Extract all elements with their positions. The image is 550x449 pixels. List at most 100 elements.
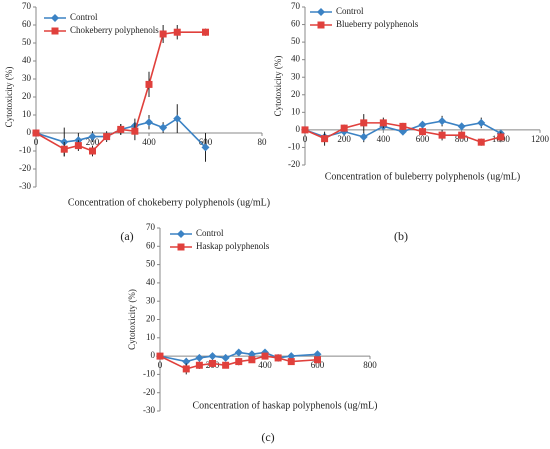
marker xyxy=(209,359,216,367)
x-tick-label: 200 xyxy=(337,134,351,144)
marker xyxy=(418,120,427,129)
marker xyxy=(360,119,368,127)
marker xyxy=(159,123,168,132)
marker xyxy=(438,131,446,139)
marker xyxy=(301,126,309,134)
y-tick-label: 10 xyxy=(146,332,156,342)
marker xyxy=(145,118,153,127)
y-tick-label: 50 xyxy=(146,259,156,269)
marker xyxy=(51,27,59,35)
x-axis-title: Concentration of haskap polyphenols (ug/… xyxy=(193,400,378,411)
marker xyxy=(340,124,348,132)
y-tick-label: 0 xyxy=(151,350,156,360)
x-tick-label: 800 xyxy=(455,134,469,144)
legend-label: Blueberry polyphenols xyxy=(336,19,419,29)
y-tick-label: -10 xyxy=(143,368,155,378)
marker xyxy=(177,230,185,238)
marker xyxy=(399,122,407,130)
y-tick-label: -20 xyxy=(19,163,31,173)
y-tick-label: 50 xyxy=(291,36,301,46)
marker xyxy=(438,117,447,126)
x-axis-title: Concentration of buleberry polyphenols (… xyxy=(325,171,521,182)
marker xyxy=(477,118,486,127)
marker xyxy=(359,132,368,141)
marker xyxy=(457,122,466,131)
y-tick-label: 30 xyxy=(291,71,301,81)
x-tick-label: 0 xyxy=(303,134,308,144)
x-tick-label: 400 xyxy=(258,360,272,370)
legend-label: Haskap polyphenols xyxy=(196,241,270,251)
marker xyxy=(477,138,485,146)
marker xyxy=(398,127,407,136)
legend-label: Control xyxy=(196,228,224,238)
marker xyxy=(182,365,190,373)
x-tick-label: 0 xyxy=(158,360,163,370)
y-tick-label: 40 xyxy=(146,277,156,287)
y-tick-label: 60 xyxy=(146,240,156,250)
x-tick-label: 200 xyxy=(86,137,100,147)
legend-label: Chokeberry polyphenols xyxy=(70,25,159,35)
y-axis-title: Cytotoxicity (%) xyxy=(273,56,283,117)
y-tick-label: 70 xyxy=(146,222,156,232)
x-tick-label: 600 xyxy=(416,134,430,144)
marker xyxy=(248,356,256,364)
marker xyxy=(173,114,182,123)
panel-label: (a) xyxy=(120,229,133,243)
marker xyxy=(497,133,505,141)
legend-label: Control xyxy=(70,12,98,22)
y-tick-label: 10 xyxy=(22,109,32,119)
marker xyxy=(51,14,59,22)
marker xyxy=(317,8,325,16)
marker xyxy=(131,127,139,135)
marker xyxy=(32,129,40,137)
x-tick-label: 400 xyxy=(142,137,156,147)
legend-label: Control xyxy=(336,6,364,16)
y-tick-label: -10 xyxy=(288,142,300,152)
marker xyxy=(234,348,243,357)
marker xyxy=(89,147,96,155)
y-tick-label: -30 xyxy=(143,405,155,415)
y-tick-label: 30 xyxy=(146,295,156,305)
y-tick-label: 20 xyxy=(146,314,156,324)
marker xyxy=(274,354,282,362)
y-tick-label: 0 xyxy=(27,127,32,137)
y-tick-label: 50 xyxy=(22,37,32,47)
y-tick-label: 20 xyxy=(22,91,32,101)
y-tick-label: 60 xyxy=(291,19,301,29)
y-tick-label: 0 xyxy=(296,124,301,134)
marker xyxy=(117,125,125,133)
marker xyxy=(156,352,164,360)
y-tick-label: 20 xyxy=(291,89,301,99)
marker xyxy=(88,132,97,141)
marker xyxy=(201,143,210,152)
y-axis-title: Cytotoxicity (%) xyxy=(4,67,14,128)
marker xyxy=(195,361,203,369)
marker xyxy=(177,243,185,251)
x-tick-label: 80 xyxy=(258,137,268,147)
y-tick-label: -20 xyxy=(288,159,300,169)
y-tick-label: -20 xyxy=(143,387,155,397)
marker xyxy=(314,356,321,364)
marker xyxy=(221,353,230,362)
y-tick-label: 40 xyxy=(22,55,32,65)
x-axis-title: Concentration of chokeberry polyphenols … xyxy=(68,197,270,208)
marker xyxy=(287,358,295,366)
y-tick-label: 70 xyxy=(291,1,301,11)
panel-label: (b) xyxy=(394,229,408,243)
marker xyxy=(261,352,269,360)
marker xyxy=(458,131,466,139)
y-tick-label: -30 xyxy=(19,181,31,191)
x-tick-label: 400 xyxy=(377,134,391,144)
marker xyxy=(145,80,153,88)
marker xyxy=(202,28,209,36)
marker xyxy=(222,361,230,369)
y-tick-label: 10 xyxy=(291,106,301,116)
marker xyxy=(182,357,191,366)
marker xyxy=(60,145,68,153)
y-tick-label: 30 xyxy=(22,73,32,83)
y-tick-label: 40 xyxy=(291,54,301,64)
marker xyxy=(195,353,204,362)
y-tick-label: 70 xyxy=(22,1,32,11)
x-tick-label: 800 xyxy=(363,360,377,370)
